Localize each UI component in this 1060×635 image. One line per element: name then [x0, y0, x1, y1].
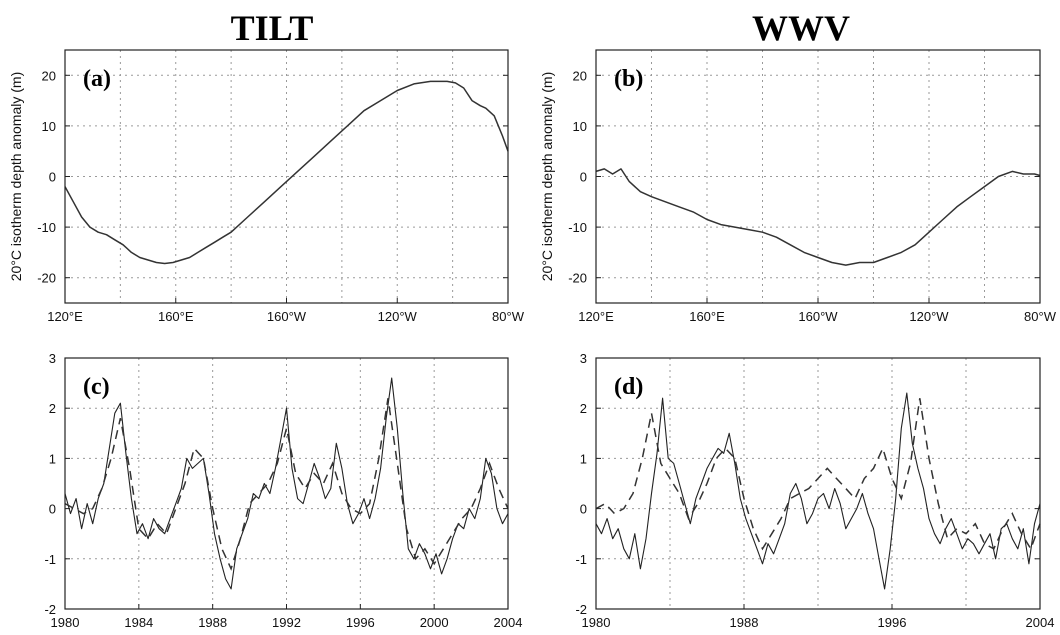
x-tick-label: 1980 — [582, 615, 611, 630]
y-tick-label: 0 — [580, 502, 587, 517]
y-tick-label: 20 — [42, 68, 56, 83]
column-title-tilt: TILT — [231, 8, 314, 48]
x-tick-label: 120°W — [909, 309, 949, 324]
y-tick-label: 0 — [580, 170, 587, 185]
y-tick-label: -10 — [37, 220, 56, 235]
panel-a-tilt-profile: -20 -10 0 10 20 120°E 160°E 160°W 120°W 80°W (a) 20… — [8, 49, 525, 324]
y-tick-label: 10 — [42, 119, 56, 134]
y-axis-label: 20°C isotherm depth anomaly (m) — [539, 72, 555, 281]
y-tick-label: -2 — [44, 602, 56, 617]
y-axis-label: 20°C isotherm depth anomaly (m) — [8, 72, 24, 281]
x-tick-label: 120°E — [47, 309, 83, 324]
panel-label: (a) — [83, 66, 111, 92]
y-tick-label: 3 — [49, 351, 56, 366]
series-line-solid — [595, 392, 1041, 590]
y-tick-label: -1 — [44, 552, 56, 567]
x-tick-label: 1988 — [730, 615, 759, 630]
x-tick-label: 2004 — [494, 615, 523, 630]
x-tick-label: 1996 — [878, 615, 907, 630]
x-tick-label: 120°W — [378, 309, 418, 324]
x-tick-label: 160°E — [689, 309, 725, 324]
y-tick-label: -1 — [575, 552, 587, 567]
series-line-dashed — [64, 398, 509, 571]
y-tick-label: -2 — [575, 602, 587, 617]
x-tick-label: 1984 — [124, 615, 153, 630]
x-tick-label: 80°W — [492, 309, 525, 324]
x-tick-label: 80°W — [1024, 309, 1057, 324]
y-tick-label: 1 — [49, 451, 56, 466]
plot-frame — [595, 357, 1041, 610]
y-tick-label: 10 — [573, 119, 587, 134]
series-line-solid — [595, 168, 1041, 266]
x-tick-label: 1992 — [272, 615, 301, 630]
y-tick-label: 2 — [580, 401, 587, 416]
y-tick-label: -20 — [568, 271, 587, 286]
panel-b-wwv-profile: -20 -10 0 10 20 120°E 160°E 160°W 120°W 80°W (b) 20… — [539, 49, 1057, 324]
x-tick-label: 160°E — [158, 309, 194, 324]
x-tick-label: 2000 — [420, 615, 449, 630]
series-line-solid — [64, 80, 509, 265]
x-tick-label: 1980 — [51, 615, 80, 630]
x-tick-label: 2004 — [1026, 615, 1055, 630]
x-tick-label: 1996 — [346, 615, 375, 630]
series-line-solid — [64, 377, 509, 590]
x-tick-label: 120°E — [578, 309, 614, 324]
y-tick-label: 2 — [49, 401, 56, 416]
x-tick-label: 160°W — [267, 309, 307, 324]
x-tick-label: 1988 — [198, 615, 227, 630]
panel-d-wwv-timeseries: -2 -1 0 1 2 3 1980 1988 1996 2004 (d) — [575, 351, 1054, 630]
y-tick-label: 0 — [49, 170, 56, 185]
y-tick-label: -10 — [568, 220, 587, 235]
x-tick-label: 160°W — [798, 309, 838, 324]
series-line-dashed — [595, 398, 1041, 551]
y-tick-label: 3 — [580, 351, 587, 366]
panel-c-tilt-timeseries: -2 -1 0 1 2 3 1980 1984 1988 1992 1996 2000 2004 (c) — [44, 351, 522, 630]
column-title-wwv: WWV — [752, 8, 850, 48]
y-tick-label: 20 — [573, 68, 587, 83]
y-tick-label: 1 — [580, 451, 587, 466]
y-tick-label: -20 — [37, 271, 56, 286]
panel-label: (c) — [83, 374, 110, 400]
y-tick-label: 0 — [49, 502, 56, 517]
panel-label: (d) — [614, 374, 643, 400]
panel-label: (b) — [614, 66, 643, 92]
